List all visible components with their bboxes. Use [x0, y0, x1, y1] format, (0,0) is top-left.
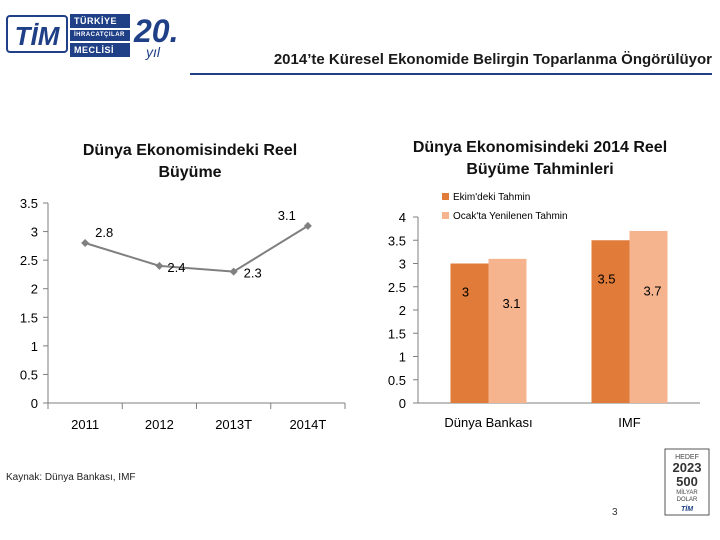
source-note: Kaynak: Dünya Bankası, IMF	[6, 472, 136, 483]
page-number: 3	[612, 507, 618, 518]
bar-chart: 0 0.5 1 1.5 2 2.5 3 3.5 4 3 3.1 Dünya Bankası 3.5 3.7…	[388, 192, 700, 430]
line-chart-point	[303, 221, 312, 230]
line-chart-y-tick-label: 1.5	[20, 310, 38, 325]
bar-chart-bar	[629, 230, 668, 403]
logo-line-ihracatcilar: İHRACATÇILAR	[70, 30, 130, 41]
line-chart-data-label: 2.3	[244, 266, 262, 281]
logo-line-meclisi: MECLİSİ	[70, 43, 130, 57]
anniversary-logo: 20. yıl	[132, 10, 188, 60]
line-chart-x-tick-label: 2011	[71, 417, 99, 432]
bar-chart-bar	[488, 258, 527, 403]
line-chart-x-tick-label: 2013T	[215, 417, 252, 432]
bar-chart-data-label: 3	[462, 284, 469, 299]
anniversary-number: 20.	[133, 13, 178, 49]
tim-logo-wordmark: TÜRKİYE İHRACATÇILAR MECLİSİ	[70, 14, 130, 60]
bar-chart-title: Dünya Ekonomisindeki 2014 Reel Büyüme Ta…	[412, 139, 668, 178]
bar-chart-x-tick-label: Dünya Bankası	[444, 415, 532, 430]
bar-chart-y-tick-label: 2	[399, 303, 406, 318]
badge-line-dolar: DOLAR	[677, 497, 698, 503]
line-chart-y-tick-label: 0.5	[20, 367, 38, 382]
line-chart: 0 0.5 1 1.5 2 2.5 3 3.5 2.8 2011 2.4 2012 2.3 2013T 3.…	[20, 196, 346, 432]
bar-chart-x-tick-label: IMF	[618, 415, 640, 430]
line-chart-x-tick-label: 2014T	[289, 417, 326, 432]
line-chart-y-tick-label: 0	[31, 396, 38, 411]
badge-line-hedef: HEDEF	[675, 454, 699, 461]
line-chart-data-label: 3.1	[278, 208, 296, 223]
header-rule	[190, 73, 712, 75]
bar-chart-data-label: 3.5	[597, 271, 615, 286]
badge-line-2023: 2023	[673, 460, 702, 475]
line-chart-x-tick-label: 2012	[145, 417, 174, 432]
line-chart-title: Dünya Ekonomisindeki Reel Büyüme	[82, 142, 298, 181]
badge-line-milyar: MİLYAR	[676, 489, 698, 496]
bar-chart-data-label: 3.7	[643, 284, 661, 299]
bar-chart-data-label: 3.1	[502, 296, 520, 311]
line-chart-point	[229, 267, 238, 276]
page-title: 2014’te Küresel Ekonomide Belirgin Topar…	[273, 51, 712, 68]
bar-chart-bar	[450, 263, 489, 403]
line-chart-y-tick-label: 3	[31, 225, 38, 240]
line-chart-data-label: 2.4	[167, 260, 185, 275]
hedef-2023-badge: HEDEF 2023 500 MİLYAR DOLAR TİM	[664, 448, 710, 516]
bar-chart-y-tick-label: 2.5	[388, 280, 406, 295]
line-chart-y-tick-label: 2.5	[20, 253, 38, 268]
bar-chart-bar	[591, 240, 630, 403]
bar-chart-y-tick-label: 0.5	[388, 373, 406, 388]
bar-chart-legend-swatch	[442, 212, 449, 219]
badge-line-500: 500	[676, 474, 698, 489]
tim-logo-acronym: TİM	[15, 21, 61, 51]
line-chart-point	[81, 239, 90, 247]
bar-chart-legend-swatch	[442, 193, 449, 200]
bar-chart-y-tick-label: 4	[399, 210, 406, 225]
bar-chart-legend-label: Ekim'deki Tahmin	[453, 192, 530, 203]
line-chart-data-label: 2.8	[95, 225, 113, 240]
bar-chart-legend-label: Ocak'ta Yenilenen Tahmin	[453, 211, 568, 222]
line-chart-y-tick-label: 3.5	[20, 196, 38, 211]
bar-chart-y-tick-label: 0	[399, 396, 406, 411]
bar-chart-y-tick-label: 3.5	[388, 233, 406, 248]
line-chart-y-tick-label: 2	[31, 282, 38, 297]
tim-logo: TİM	[6, 14, 68, 54]
badge-line-tim: TİM	[681, 505, 693, 513]
line-chart-point	[155, 261, 164, 270]
anniversary-suffix: yıl	[145, 44, 161, 60]
bar-chart-y-tick-label: 1.5	[388, 326, 406, 341]
line-chart-series-line	[84, 225, 309, 273]
bar-chart-y-tick-label: 1	[399, 350, 406, 365]
logo-line-turkiye: TÜRKİYE	[70, 14, 130, 28]
bar-chart-y-tick-label: 3	[399, 257, 406, 272]
line-chart-y-tick-label: 1	[31, 339, 38, 354]
